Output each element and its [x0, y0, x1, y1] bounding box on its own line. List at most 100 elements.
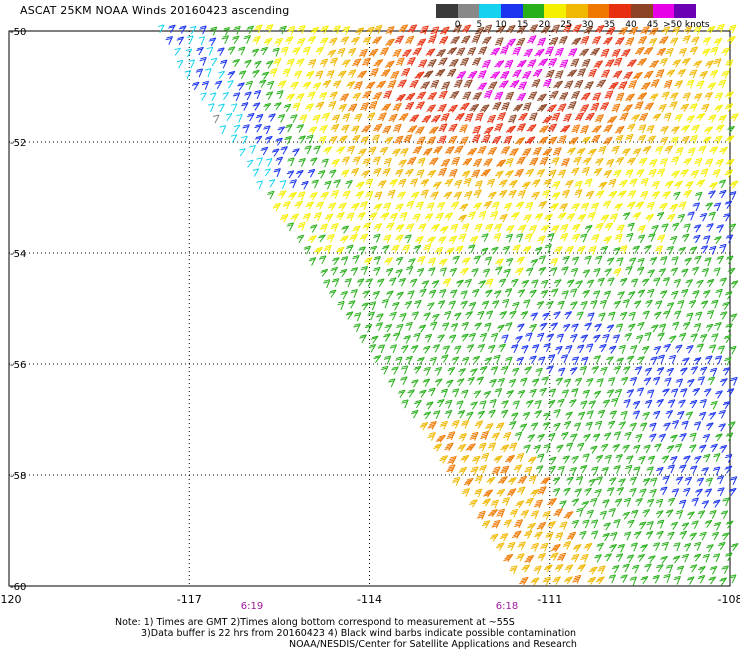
wind-barb [493, 354, 501, 364]
wind-barb [324, 213, 334, 223]
wind-barb [309, 224, 318, 233]
wind-barb [641, 345, 650, 355]
wind-barb [619, 179, 628, 188]
wind-barb [467, 211, 477, 221]
wind-barb [637, 553, 646, 562]
wind-barb [428, 387, 436, 397]
wind-barb [374, 24, 383, 34]
wind-barb [481, 520, 491, 529]
wind-barb [368, 301, 377, 311]
wind-barb [390, 70, 400, 80]
lat-tick-label: -54 [10, 249, 26, 260]
wind-barb [469, 431, 479, 441]
wind-barb [683, 189, 693, 198]
wind-barb [473, 202, 483, 211]
wind-barb [358, 148, 367, 157]
wind-barb [649, 60, 660, 69]
wind-barb [604, 59, 615, 68]
wind-barb [654, 245, 664, 255]
wind-barb [252, 168, 260, 177]
wind-barb [714, 92, 724, 102]
wind-barb [691, 520, 699, 530]
wind-barb [619, 277, 628, 286]
wind-barb [679, 367, 688, 376]
wind-barb [481, 36, 492, 45]
wind-barb [432, 181, 442, 190]
wind-barb [575, 476, 584, 486]
wind-barb [394, 168, 404, 178]
wind-barb [637, 321, 645, 331]
wind-barb [377, 112, 387, 122]
wind-barb [419, 25, 429, 35]
wind-barb [487, 344, 496, 354]
wind-barb [675, 147, 684, 157]
wind-barb [576, 245, 586, 255]
wind-barb [576, 344, 585, 354]
wind-barb [681, 124, 690, 133]
wind-barb [302, 46, 311, 56]
wind-barb [627, 323, 636, 332]
wind-barb [254, 135, 263, 144]
wind-barb [570, 58, 580, 68]
wind-barb [646, 521, 654, 530]
wind-barb [656, 466, 664, 476]
wind-barb [362, 290, 371, 299]
wind-barb [699, 366, 708, 376]
wind-barb [696, 279, 704, 288]
wind-barb [661, 455, 670, 464]
wind-barb [373, 223, 383, 232]
wind-barb [389, 344, 398, 354]
wind-barb [447, 366, 456, 376]
wind-barb [409, 114, 420, 123]
wind-barb [526, 124, 537, 133]
wind-barb [318, 91, 328, 101]
wind-barb [498, 343, 507, 352]
wind-barb [536, 169, 546, 178]
wind-barb [513, 464, 523, 473]
wind-barb [476, 510, 486, 520]
wind-barb [615, 454, 623, 463]
wind-barb [657, 332, 665, 341]
wind-barb [689, 432, 697, 442]
wind-barb [587, 68, 597, 78]
wind-barb [377, 344, 386, 354]
wind-barb [682, 321, 691, 331]
wind-barb [230, 103, 238, 113]
wind-barb [614, 233, 623, 243]
wind-barb [591, 125, 602, 134]
wind-barb [437, 236, 447, 245]
wind-barb [649, 488, 657, 498]
wind-barb [646, 201, 655, 211]
wind-barb [708, 344, 717, 354]
wind-barb [474, 488, 483, 498]
wind-barb [498, 278, 507, 287]
wind-barb [477, 145, 487, 155]
wind-barb [415, 236, 424, 245]
wind-barb [557, 300, 565, 310]
wind-barb [685, 279, 694, 288]
wind-barb [608, 178, 617, 188]
wind-barb [544, 213, 553, 222]
wind-barb [427, 92, 438, 101]
wind-barb [681, 268, 689, 277]
colorbar-label: 20 [538, 20, 551, 30]
wind-barb [474, 223, 483, 233]
wind-barb [615, 156, 625, 166]
wind-barb [418, 59, 428, 69]
wind-barb [515, 500, 525, 509]
wind-barb [588, 566, 598, 575]
wind-barb [331, 278, 340, 288]
wind-barb [639, 488, 647, 498]
wind-barb [608, 477, 617, 486]
wind-barb [528, 24, 539, 33]
wind-barb [320, 25, 329, 35]
wind-barb [681, 420, 689, 430]
wind-barb [576, 311, 584, 321]
wind-barb [671, 156, 680, 166]
wind-barb [652, 113, 662, 122]
wind-barb [714, 104, 724, 113]
wind-barb [638, 157, 648, 166]
wind-barb [725, 91, 734, 100]
wind-barb [703, 453, 711, 463]
wind-barb [522, 102, 532, 112]
